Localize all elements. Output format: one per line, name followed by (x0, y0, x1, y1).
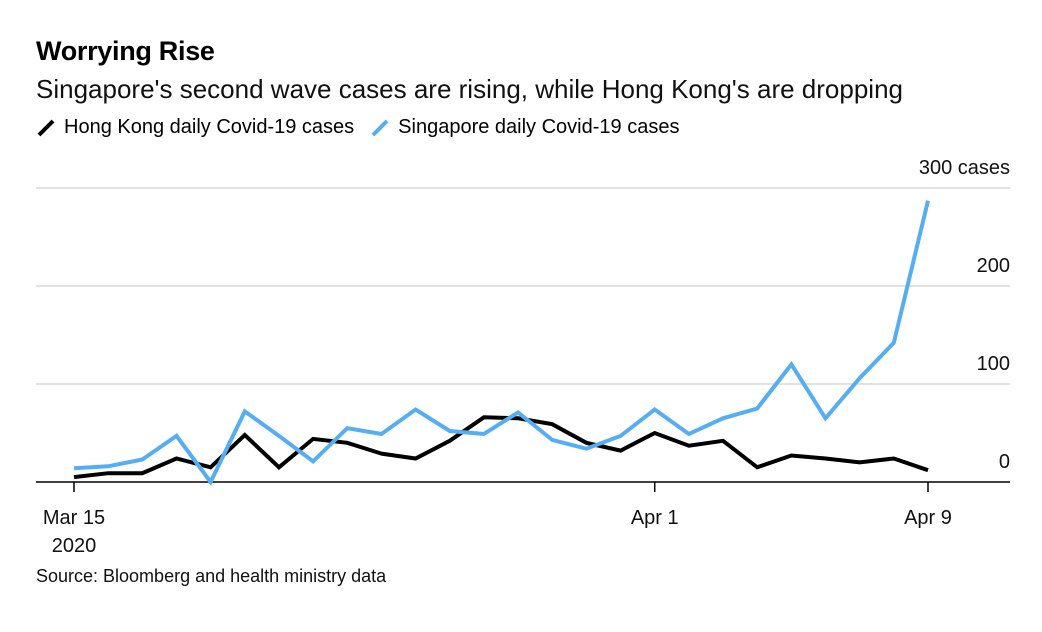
legend-label-singapore: Singapore daily Covid-19 cases (398, 116, 680, 138)
y-tick-label-200: 200 (977, 255, 1010, 277)
y-tick-label-100: 100 (977, 353, 1010, 375)
legend-swatch-singapore (371, 119, 389, 136)
x-tick-label-25: Apr 9 (904, 507, 952, 529)
series-line-singapore (73, 200, 930, 486)
chart-title: Worrying Rise (36, 36, 215, 66)
y-tick-label-300: 300 cases (919, 157, 1010, 179)
x-tick-label-0: Mar 15 (43, 507, 105, 529)
legend-item-hong-kong: Hong Kong daily Covid-19 cases (36, 116, 354, 139)
series-line-hong-kong (73, 415, 929, 480)
chart-subtitle: Singapore's second wave cases are rising… (36, 74, 903, 104)
legend-swatch-hong-kong (37, 119, 55, 136)
x-tick-sublabel-0: 2020 (52, 535, 97, 557)
legend-label-hong-kong: Hong Kong daily Covid-19 cases (64, 116, 355, 138)
legend: Hong Kong daily Covid-19 cases Singapore… (36, 116, 695, 139)
chart-source: Source: Bloomberg and health ministry da… (36, 566, 387, 586)
legend-item-singapore: Singapore daily Covid-19 cases (370, 116, 679, 139)
x-tick-label-17: Apr 1 (631, 507, 679, 529)
y-tick-label-0: 0 (999, 451, 1010, 473)
